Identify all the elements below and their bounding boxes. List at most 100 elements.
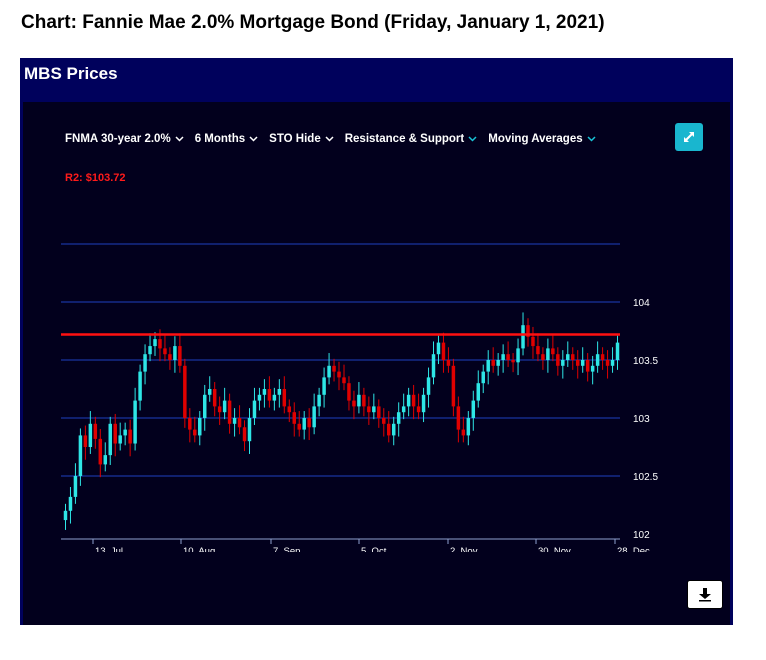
x-tick-label: 13. Jul (95, 546, 123, 552)
candle-up (312, 406, 316, 428)
candle-up (396, 412, 401, 424)
chart-panel: FNMA 30-year 2.0% 6 Months STO Hide Resi… (23, 102, 730, 625)
candle-up (481, 371, 485, 384)
candle-up (580, 360, 585, 366)
y-tick-label: 103.5 (633, 356, 658, 367)
candle-down (332, 365, 336, 372)
candle-up (516, 348, 520, 363)
candle-down (541, 354, 545, 360)
candle-up (501, 354, 505, 360)
candle-down (168, 354, 172, 360)
candle-down (382, 418, 386, 424)
candle-down (377, 406, 381, 418)
candle-up (133, 400, 137, 444)
candle-up (108, 423, 112, 456)
candle-up (68, 496, 73, 511)
candle-down (491, 360, 495, 366)
candle-down (128, 429, 132, 444)
candle-up (546, 348, 550, 360)
candle-up (63, 510, 68, 521)
expand-arrows-icon (684, 132, 694, 142)
candle-down (511, 360, 515, 363)
timeframe-dropdown[interactable]: 6 Months (195, 133, 258, 145)
candle-up (277, 389, 282, 395)
candle-down (337, 371, 341, 378)
candle-down (605, 360, 610, 366)
candle-up (436, 342, 441, 355)
chevron-down-icon (325, 136, 334, 142)
candle-down (113, 423, 117, 444)
candle-down (362, 394, 366, 407)
candle-down (526, 325, 530, 337)
candle-up (73, 476, 78, 497)
candle-up (123, 429, 127, 436)
mbs-prices-widget: MBS Prices FNMA 30-year 2.0% 6 Months ST… (20, 58, 733, 625)
y-tick-label: 103 (633, 414, 650, 425)
candle-down (158, 339, 162, 349)
candle-down (352, 400, 356, 407)
resistance-support-dropdown[interactable]: Resistance & Support (345, 133, 478, 145)
candle-down (188, 418, 192, 430)
expand-button[interactable] (675, 123, 703, 151)
candle-down (461, 429, 466, 436)
sto-dropdown-label: STO Hide (269, 133, 321, 145)
candle-down (387, 423, 391, 436)
chevron-down-icon (468, 136, 477, 142)
candle-down (93, 423, 98, 439)
candle-down (282, 389, 287, 407)
candle-up (202, 394, 207, 418)
candle-down (183, 365, 187, 418)
candle-down (451, 365, 456, 407)
candle-up (88, 423, 93, 447)
candle-down (178, 346, 182, 366)
resistance-r2-label: R2: $103.72 (65, 172, 126, 184)
candle-down (411, 394, 416, 407)
instrument-dropdown-label: FNMA 30-year 2.0% (65, 133, 171, 145)
candle-up (327, 365, 331, 378)
download-button[interactable] (687, 580, 723, 609)
x-tick-label: 28. Dec (617, 546, 650, 552)
candle-down (212, 389, 217, 407)
sto-dropdown[interactable]: STO Hide (269, 133, 334, 145)
candle-up (615, 342, 620, 360)
candle-up (431, 354, 436, 378)
download-arrow-icon (699, 588, 711, 602)
x-tick-label: 5. Oct (361, 546, 387, 552)
candle-up (426, 377, 431, 395)
y-tick-label: 102.5 (633, 472, 658, 483)
candle-down (242, 427, 247, 442)
candle-up (406, 394, 411, 407)
candle-up (78, 435, 83, 476)
candle-down (342, 377, 346, 384)
candle-down (163, 348, 167, 355)
candle-down (292, 412, 296, 424)
candle-up (322, 377, 326, 395)
chart-toolbar: FNMA 30-year 2.0% 6 Months STO Hide Resi… (65, 133, 596, 145)
candle-down (531, 336, 535, 347)
candle-down (267, 389, 272, 401)
candle-up (118, 435, 122, 444)
candle-down (416, 406, 421, 413)
candle-up (476, 383, 481, 401)
candle-up (521, 325, 525, 349)
candle-down (551, 348, 555, 355)
moving-averages-dropdown[interactable]: Moving Averages (488, 133, 596, 145)
candle-up (372, 406, 376, 413)
candle-down (237, 418, 242, 428)
candle-up (257, 394, 262, 401)
candle-down (227, 400, 232, 424)
candle-up (496, 360, 500, 366)
instrument-dropdown[interactable]: FNMA 30-year 2.0% (65, 133, 184, 145)
x-tick-label: 30. Nov (538, 546, 571, 552)
candle-up (391, 423, 396, 436)
x-tick-label: 7. Sep (273, 546, 300, 552)
resistance-support-dropdown-label: Resistance & Support (344, 133, 465, 145)
candle-down (446, 360, 451, 366)
candle-up (148, 346, 152, 355)
candle-up (198, 418, 202, 436)
candle-up (466, 418, 471, 436)
candle-down (287, 406, 292, 413)
candle-down (456, 406, 461, 430)
candle-down (575, 360, 580, 366)
y-tick-label: 104 (633, 298, 650, 309)
